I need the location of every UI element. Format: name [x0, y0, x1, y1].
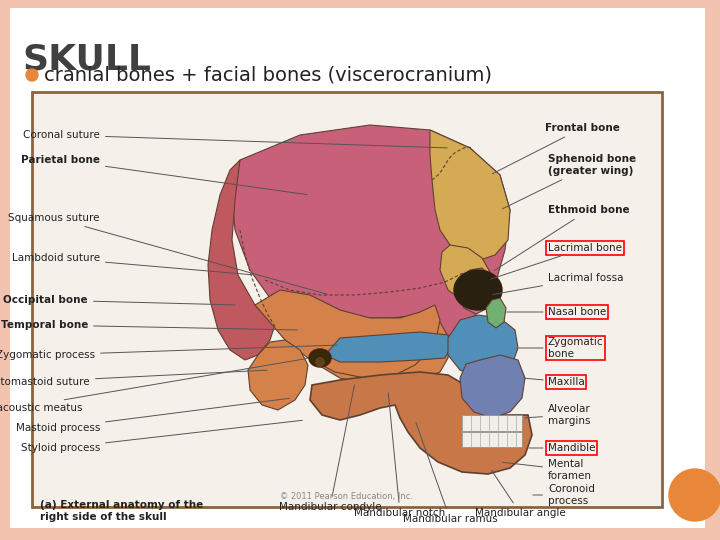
Text: External acoustic meatus: External acoustic meatus: [0, 359, 307, 413]
Polygon shape: [232, 125, 510, 350]
Bar: [462, 415, 522, 431]
Bar: [462, 432, 522, 447]
Ellipse shape: [454, 270, 502, 310]
Text: Lacrimal bone: Lacrimal bone: [490, 243, 622, 279]
Text: Lacrimal fossa: Lacrimal fossa: [492, 273, 624, 294]
Text: Sphenoid bone
(greater wing): Sphenoid bone (greater wing): [503, 154, 636, 209]
Text: Mandibular condyle: Mandibular condyle: [279, 384, 382, 512]
Polygon shape: [486, 298, 506, 328]
Text: Squamous suture: Squamous suture: [9, 213, 328, 294]
Bar: [32, 92, 662, 507]
Polygon shape: [248, 340, 308, 410]
Circle shape: [669, 469, 720, 521]
Text: Zygomatic
bone: Zygomatic bone: [519, 337, 603, 359]
Text: Coronal suture: Coronal suture: [23, 130, 447, 148]
Circle shape: [26, 69, 38, 81]
Text: Zygomatic process: Zygomatic process: [0, 345, 337, 360]
Text: Frontal bone: Frontal bone: [492, 123, 620, 174]
Text: Nasal bone: Nasal bone: [507, 307, 606, 317]
Text: Mandibular notch: Mandibular notch: [354, 393, 446, 518]
Text: SKULL: SKULL: [22, 42, 151, 76]
Polygon shape: [255, 290, 440, 378]
Ellipse shape: [309, 349, 331, 367]
Text: Mandibular ramus: Mandibular ramus: [402, 423, 498, 524]
Text: Mandibular angle: Mandibular angle: [474, 470, 565, 518]
Text: Occipitomastoid suture: Occipitomastoid suture: [0, 370, 267, 387]
Text: Mental
foramen: Mental foramen: [503, 459, 592, 481]
Polygon shape: [440, 245, 490, 300]
Text: Styloid process: Styloid process: [21, 420, 302, 453]
Polygon shape: [208, 160, 275, 360]
Polygon shape: [308, 315, 450, 385]
Text: Maxilla: Maxilla: [525, 377, 585, 387]
Polygon shape: [458, 268, 494, 314]
Text: cranial bones + facial bones (viscerocranium): cranial bones + facial bones (viscerocra…: [44, 65, 492, 84]
Text: Occipital bone: Occipital bone: [4, 295, 235, 305]
Text: Alveolar
margins: Alveolar margins: [525, 404, 590, 426]
Polygon shape: [460, 355, 525, 418]
Text: Coronoid
process: Coronoid process: [533, 484, 595, 506]
Polygon shape: [430, 130, 510, 260]
Text: Temporal bone: Temporal bone: [1, 320, 297, 330]
Text: (a) External anatomy of the
right side of the skull: (a) External anatomy of the right side o…: [40, 500, 203, 522]
Text: © 2011 Pearson Education, Inc.: © 2011 Pearson Education, Inc.: [281, 492, 413, 501]
Text: Mandible: Mandible: [528, 443, 595, 453]
Text: Parietal bone: Parietal bone: [21, 155, 307, 194]
Text: Lambdoid suture: Lambdoid suture: [12, 253, 252, 275]
Text: Mastoid process: Mastoid process: [16, 399, 289, 433]
Polygon shape: [325, 332, 450, 362]
Circle shape: [315, 357, 325, 367]
Text: Ethmoid bone: Ethmoid bone: [495, 205, 629, 271]
Polygon shape: [310, 372, 532, 474]
Polygon shape: [448, 315, 518, 378]
